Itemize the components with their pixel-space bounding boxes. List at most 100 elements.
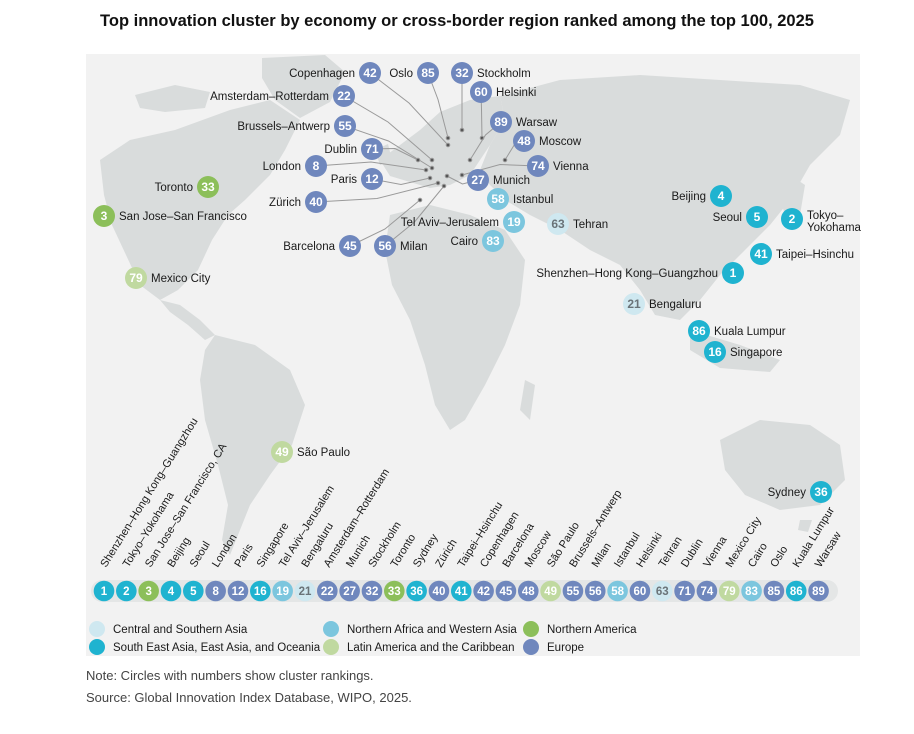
bar-rank-kuala-lumpur: 86 xyxy=(790,586,803,598)
bar-circle-kuala-lumpur xyxy=(785,580,807,602)
marker-label-beijing: Beijing xyxy=(671,191,706,203)
bar-circle-brussels-antwerp xyxy=(562,580,584,602)
marker-label-warsaw: Warsaw xyxy=(516,117,558,129)
world-map-land xyxy=(100,55,850,555)
map-marker-moscow: 48 Moscow xyxy=(513,130,582,152)
marker-rank-stockholm: 32 xyxy=(455,66,469,80)
legend-label-latin-america-and-the-caribbean: Latin America and the Caribbean xyxy=(347,642,515,654)
marker-label-oslo: Oslo xyxy=(389,68,413,80)
bar-circle-zurich xyxy=(428,580,450,602)
marker-label-shenzhen-hong-kong-guangzhou: Shenzhen–Hong Kong–Guangzhou xyxy=(536,268,718,280)
leader-line-london xyxy=(315,161,427,171)
location-dot-oslo xyxy=(445,135,451,141)
bar-rank-taipei-hsinchu: 41 xyxy=(455,586,468,598)
marker-rank-shenzhen-hong-kong-guangzhou: 1 xyxy=(730,266,737,280)
marker-rank-kuala-lumpur: 86 xyxy=(692,324,706,338)
bar-rank-munich: 27 xyxy=(343,586,356,598)
bar-rank-beijing: 4 xyxy=(168,586,175,598)
bar-circle-mexico-city xyxy=(718,580,740,602)
marker-circle-seoul xyxy=(746,206,768,228)
marker-circle-sao-paulo xyxy=(271,441,293,463)
bar-rank-bengaluru: 21 xyxy=(299,586,312,598)
marker-label-zurich: Zürich xyxy=(269,197,301,209)
marker-label-sydney: Sydney xyxy=(768,487,807,499)
bar-circle-munich xyxy=(339,580,360,602)
map-marker-vienna: 74 Vienna xyxy=(527,155,589,177)
legend-swatch-south-east-asia-east-asia-and-oceania xyxy=(89,639,105,655)
marker-label-san-jose-san-francisco: San Jose–San Francisco xyxy=(119,211,247,223)
marker-circle-stockholm xyxy=(451,62,473,84)
map-marker-san-jose-san-francisco: 3 San Jose–San Francisco xyxy=(93,205,247,227)
marker-label-taipei-hsinchu: Taipei–Hsinchu xyxy=(776,249,854,261)
bar-rank-shenzhen-hong-kong-guangzhou: 1 xyxy=(101,586,108,598)
marker-rank-tehran: 63 xyxy=(551,217,565,231)
bar-rank-seoul: 5 xyxy=(190,586,197,598)
marker-label-tel-aviv-jerusalem: Tel Aviv–Jerusalem xyxy=(401,217,499,229)
map-marker-tehran: 63 Tehran xyxy=(547,213,608,235)
marker-label-copenhagen: Copenhagen xyxy=(289,68,355,80)
marker-label-istanbul: Istanbul xyxy=(513,194,553,206)
map-marker-sao-paulo: 49 São Paulo xyxy=(271,441,350,463)
map-marker-singapore: 16 Singapore xyxy=(704,341,782,363)
marker-circle-warsaw xyxy=(490,111,512,133)
bar-rank-tokyo-yokohama: 2 xyxy=(123,586,129,598)
marker-circle-toronto xyxy=(197,176,219,198)
map-marker-milan: 56 Milan xyxy=(374,235,427,257)
marker-rank-beijing: 4 xyxy=(718,189,725,203)
bar-circle-taipei-hsinchu xyxy=(450,580,472,602)
marker-rank-warsaw: 89 xyxy=(494,115,508,129)
legend-swatch-europe xyxy=(523,639,539,655)
marker-rank-dublin: 71 xyxy=(365,142,379,156)
bar-circle-cairo xyxy=(741,580,762,602)
leader-line-milan xyxy=(384,185,445,247)
marker-rank-copenhagen: 42 xyxy=(363,66,377,80)
map-marker-helsinki: 60 Helsinki xyxy=(470,81,536,103)
bar-rank-cairo: 83 xyxy=(745,586,758,598)
bar-rank-helsinki: 60 xyxy=(634,586,647,598)
location-dot-milan xyxy=(441,183,447,189)
location-dot-brussels-antwerp xyxy=(429,165,435,171)
bar-rank-singapore: 16 xyxy=(254,586,267,598)
bar-rank-san-jose-san-francisco-ca: 3 xyxy=(145,586,151,598)
legend-label-central-and-southern-asia: Central and Southern Asia xyxy=(113,624,248,636)
bar-circle-helsinki xyxy=(629,580,651,602)
location-dot-stockholm xyxy=(459,127,465,133)
location-dot-london xyxy=(423,167,429,173)
marker-label-vienna: Vienna xyxy=(553,161,589,173)
map-marker-shenzhen-hong-kong-guangzhou: 1 Shenzhen–Hong Kong–Guangzhou xyxy=(536,262,744,284)
bar-circle-tel-aviv-jerusalem xyxy=(272,580,293,602)
ranking-bar-circles: 1 2 3 4 5 8 12 16 19 21 22 27 32 33 36 40 41 42 45 48 49 55 56… xyxy=(91,580,838,602)
map-marker-tel-aviv-jerusalem: 19 Tel Aviv–Jerusalem xyxy=(401,211,525,233)
bar-circle-paris xyxy=(227,580,249,602)
marker-circle-munich xyxy=(467,169,489,191)
legend-item-latin-america-and-the-caribbean: Latin America and the Caribbean xyxy=(323,639,515,655)
marker-circle-bengaluru xyxy=(623,293,645,315)
location-dot-munich xyxy=(444,173,450,179)
marker-circle-taipei-hsinchu xyxy=(750,243,772,265)
marker-circle-copenhagen xyxy=(359,62,381,84)
bar-circle-bengaluru xyxy=(294,580,316,602)
marker-label-seoul: Seoul xyxy=(713,212,742,224)
marker-rank-amsterdam-rotterdam: 22 xyxy=(337,89,351,103)
marker-rank-sydney: 36 xyxy=(814,485,828,499)
marker-rank-munich: 27 xyxy=(471,173,485,187)
map-marker-zurich: 40 Zürich xyxy=(269,191,327,213)
marker-rank-barcelona: 45 xyxy=(343,239,357,253)
marker-circle-istanbul xyxy=(487,188,509,210)
leader-line-zurich xyxy=(315,182,439,203)
marker-circle-kuala-lumpur xyxy=(688,320,710,342)
marker-circle-cairo xyxy=(482,230,504,252)
marker-label-sao-paulo: São Paulo xyxy=(297,447,350,459)
map-marker-barcelona: 45 Barcelona xyxy=(283,235,361,257)
bar-rank-istanbul: 58 xyxy=(611,586,624,598)
marker-circle-sydney xyxy=(810,481,832,503)
bar-rank-copenhagen: 42 xyxy=(477,586,490,598)
marker-circle-mexico-city xyxy=(125,267,147,289)
map-marker-sydney: 36 Sydney xyxy=(768,481,832,503)
marker-label-milan: Milan xyxy=(400,241,427,253)
bar-circle-amsterdam-rotterdam xyxy=(317,580,338,602)
map-marker-warsaw: 89 Warsaw xyxy=(490,111,558,133)
marker-rank-mexico-city: 79 xyxy=(129,271,143,285)
legend: Central and Southern Asia South East Asia… xyxy=(89,621,637,655)
marker-label-tokyo-yokohama: Tokyo– Yokohama xyxy=(807,210,862,234)
